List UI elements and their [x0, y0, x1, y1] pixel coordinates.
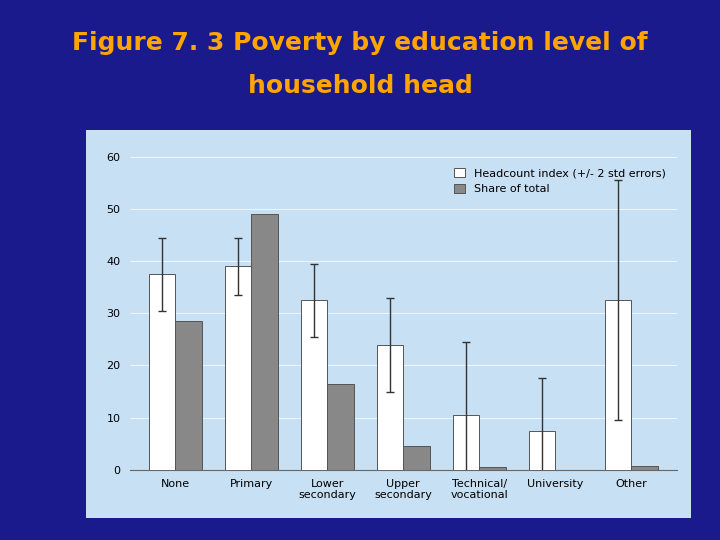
Bar	[605, 300, 631, 470]
Bar	[631, 466, 658, 470]
Bar	[327, 383, 354, 470]
Bar	[148, 274, 175, 470]
Bar	[377, 345, 403, 470]
Bar	[528, 431, 555, 470]
Legend: Headcount index (+/- 2 std errors), Share of total: Headcount index (+/- 2 std errors), Shar…	[449, 162, 671, 200]
Text: Figure 7. 3 Poverty by education level of: Figure 7. 3 Poverty by education level o…	[72, 31, 648, 55]
Text: household head: household head	[248, 75, 472, 98]
Bar	[453, 415, 480, 470]
Bar	[480, 467, 505, 470]
Bar	[251, 214, 278, 470]
Bar	[225, 266, 251, 470]
Bar	[175, 321, 202, 470]
Bar	[301, 300, 327, 470]
Bar	[403, 446, 430, 470]
